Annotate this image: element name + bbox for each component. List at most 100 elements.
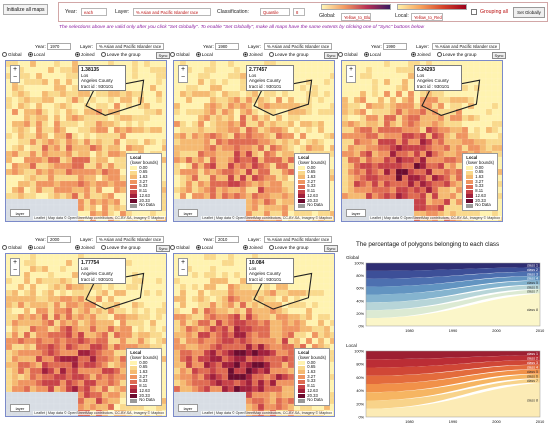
map-1990[interactable]: + −6.24293 Los Angeles County tract id : 93…: [341, 60, 503, 222]
tract-cell: [149, 337, 157, 345]
tract-cell: [342, 162, 349, 170]
zoom-control[interactable]: + −: [10, 258, 20, 276]
map-attribution[interactable]: Leaflet | Map data © OpenStreetMap contr…: [33, 216, 165, 220]
tract-cell: [323, 265, 331, 273]
joined-radio[interactable]: Joined: [242, 245, 263, 251]
zoom-control[interactable]: + −: [178, 65, 188, 83]
classification-select[interactable]: Quantile: [260, 8, 290, 16]
layer-toggle-button[interactable]: layer: [346, 209, 366, 217]
year-select-1990[interactable]: 1990: [383, 43, 407, 50]
tract-cell: [317, 138, 325, 146]
leave-group-radio[interactable]: Leave the group: [100, 245, 141, 251]
tract-cell: [161, 343, 166, 351]
tract-cell: [131, 144, 139, 152]
initialize-all-maps-button[interactable]: Initialize all maps: [3, 4, 48, 15]
zoom-in-icon[interactable]: +: [180, 66, 186, 73]
zoom-in-icon[interactable]: +: [348, 66, 354, 73]
leave-group-radio[interactable]: Leave the group: [268, 52, 309, 58]
global-radio[interactable]: Global: [338, 52, 358, 58]
zoom-control[interactable]: + −: [178, 258, 188, 276]
tract-cell: [287, 379, 295, 387]
sync-button-2010[interactable]: Sync: [324, 245, 338, 252]
map-2010[interactable]: + −10.084 Los Angeles County tract id : 930…: [173, 253, 335, 417]
layer-toggle-button[interactable]: layer: [10, 404, 30, 412]
year-select-1970[interactable]: 1970: [47, 43, 71, 50]
year-select-2000[interactable]: 2000: [47, 236, 71, 243]
leave-group-radio[interactable]: Leave the group: [268, 245, 309, 251]
local-radio[interactable]: Local: [363, 52, 381, 58]
tract-cell: [65, 319, 73, 327]
leave-group-radio[interactable]: Leave the group: [436, 52, 477, 58]
tract-cell: [77, 367, 85, 375]
layer-toggle-button[interactable]: layer: [178, 209, 198, 217]
tract-cell: [209, 78, 217, 86]
tract-cell: [161, 277, 166, 285]
global-radio[interactable]: Global: [170, 52, 190, 58]
tract-cell: [269, 385, 277, 393]
layer-select[interactable]: % Asian and Pacific Islander race: [133, 8, 211, 16]
joined-radio[interactable]: Joined: [242, 52, 263, 58]
global-scheme-select[interactable]: Yellow_to_Blue: [341, 13, 371, 21]
legend-subtitle: (lower bounds): [298, 354, 326, 360]
map-1980[interactable]: + −2.77457 Los Angeles County tract id : 93…: [173, 60, 335, 222]
zoom-in-icon[interactable]: +: [180, 259, 186, 266]
zoom-control[interactable]: + −: [346, 65, 356, 83]
local-radio[interactable]: Local: [195, 245, 213, 251]
zoom-out-icon[interactable]: −: [12, 267, 18, 274]
year-select[interactable]: each: [81, 8, 107, 16]
global-radio[interactable]: Global: [2, 245, 22, 251]
sync-button-1970[interactable]: Sync: [156, 52, 170, 59]
sync-button-2000[interactable]: Sync: [156, 245, 170, 252]
joined-radio[interactable]: Joined: [74, 245, 95, 251]
zoom-out-icon[interactable]: −: [180, 267, 186, 274]
local-radio[interactable]: Local: [195, 52, 213, 58]
tract-cell: [227, 277, 235, 285]
tract-cell: [203, 102, 211, 110]
tract-cell: [174, 180, 181, 188]
tract-cell: [299, 259, 307, 267]
layer-select-2010[interactable]: % Asian and Pacific Islander race: [264, 236, 332, 243]
map-1970[interactable]: + −1.38135 Los Angeles County tract id : 93…: [5, 60, 167, 222]
layer-select-1980[interactable]: % Asian and Pacific Islander race: [264, 43, 332, 50]
tract-cell: [125, 319, 133, 327]
global-radio[interactable]: Global: [170, 245, 190, 251]
map-2000[interactable]: + −1.77754 Los Angeles County tract id : 93…: [5, 253, 167, 417]
map-attribution[interactable]: Leaflet | Map data © OpenStreetMap contr…: [201, 411, 333, 415]
zoom-in-icon[interactable]: +: [12, 259, 18, 266]
zoom-out-icon[interactable]: −: [348, 74, 354, 81]
tract-cell: [53, 295, 61, 303]
layer-select-2000[interactable]: % Asian and Pacific Islander race: [96, 236, 164, 243]
map-attribution[interactable]: Leaflet | Map data © OpenStreetMap contr…: [201, 216, 333, 220]
joined-radio[interactable]: Joined: [410, 52, 431, 58]
tract-cell: [101, 102, 109, 110]
joined-radio[interactable]: Joined: [74, 52, 95, 58]
set-globally-button[interactable]: Set Globally: [513, 7, 545, 18]
map-attribution[interactable]: Leaflet | Map data © OpenStreetMap contr…: [369, 216, 501, 220]
layer-select-1970[interactable]: % Asian and Pacific Islander race: [96, 43, 164, 50]
class-count-select[interactable]: 8: [293, 8, 305, 16]
zoom-out-icon[interactable]: −: [12, 74, 18, 81]
local-radio[interactable]: Local: [27, 52, 45, 58]
local-scheme-select[interactable]: Yellow_to_Red: [411, 13, 443, 21]
map-attribution[interactable]: Leaflet | Map data © OpenStreetMap contr…: [33, 411, 165, 415]
zoom-out-icon[interactable]: −: [180, 74, 186, 81]
grouping-checkbox[interactable]: [471, 9, 477, 15]
local-radio[interactable]: Local: [27, 245, 45, 251]
sync-button-1980[interactable]: Sync: [324, 52, 338, 59]
popup-value: 6.24293: [417, 67, 436, 73]
local-color-ramp: [397, 4, 467, 10]
zoom-control[interactable]: + −: [10, 65, 20, 83]
layer-select-1990[interactable]: % Asian and Pacific Islander race: [432, 43, 500, 50]
tract-cell: [125, 259, 133, 267]
global-radio[interactable]: Global: [2, 52, 22, 58]
zoom-in-icon[interactable]: +: [12, 66, 18, 73]
year-select-1980[interactable]: 1980: [215, 43, 239, 50]
tract-cell: [47, 156, 55, 164]
year-select-2010[interactable]: 2010: [215, 236, 239, 243]
layer-toggle-button[interactable]: layer: [10, 209, 30, 217]
layer-toggle-button[interactable]: layer: [178, 404, 198, 412]
leave-group-radio[interactable]: Leave the group: [100, 52, 141, 58]
sync-button-1990[interactable]: Sync: [492, 52, 506, 59]
tract-cell: [209, 156, 217, 164]
tract-cell: [299, 307, 307, 315]
